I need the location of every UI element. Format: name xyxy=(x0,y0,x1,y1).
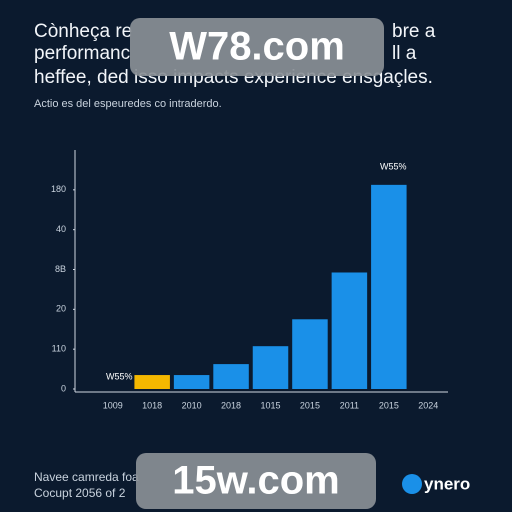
title-line: performanc xyxy=(34,43,130,64)
bar xyxy=(134,375,170,389)
title-line: ll a xyxy=(392,43,417,64)
bar xyxy=(213,364,249,389)
bar xyxy=(252,346,289,389)
title-line: Cònheça re xyxy=(34,21,132,42)
watermark-box xyxy=(130,18,384,76)
watermark: 15w.com xyxy=(172,459,339,503)
y-tick-label: 40 xyxy=(56,224,66,234)
bar xyxy=(331,272,368,389)
y-tick-label: 110 xyxy=(52,344,66,354)
x-tick-label: 2015 xyxy=(300,400,320,410)
brand: ynero xyxy=(424,474,470,493)
x-tick-label: 2011 xyxy=(340,400,359,410)
bar xyxy=(173,375,210,389)
annotation: W55% xyxy=(106,371,133,381)
x-tick-label: 1015 xyxy=(260,400,280,410)
x-tick-label: 2015 xyxy=(379,400,399,410)
footer-line: Cocupt 2056 of 2 xyxy=(34,486,126,500)
x-tick-label: 2018 xyxy=(221,400,241,410)
bar xyxy=(292,319,328,389)
subtitle: Actio es del espeuredes co intraderdo. xyxy=(34,98,222,110)
y-tick-label: 8B xyxy=(55,264,66,274)
y-tick-label: 0 xyxy=(61,383,66,393)
y-tick-label: 180 xyxy=(51,184,66,194)
footer-line: Navee camreda foa xyxy=(34,470,139,484)
watermark-box xyxy=(136,453,376,509)
x-tick-label: 2024 xyxy=(418,400,438,410)
y-tick-label: 20 xyxy=(56,304,66,314)
title-line: bre a xyxy=(392,21,436,42)
brand-icon xyxy=(402,474,422,494)
x-tick-label: 1018 xyxy=(142,400,162,410)
watermark: W78.com xyxy=(169,25,345,69)
x-tick-label: 2010 xyxy=(182,400,202,410)
annotation: W55% xyxy=(380,161,407,171)
bar xyxy=(371,184,407,389)
x-tick-label: 1009 xyxy=(103,400,123,410)
